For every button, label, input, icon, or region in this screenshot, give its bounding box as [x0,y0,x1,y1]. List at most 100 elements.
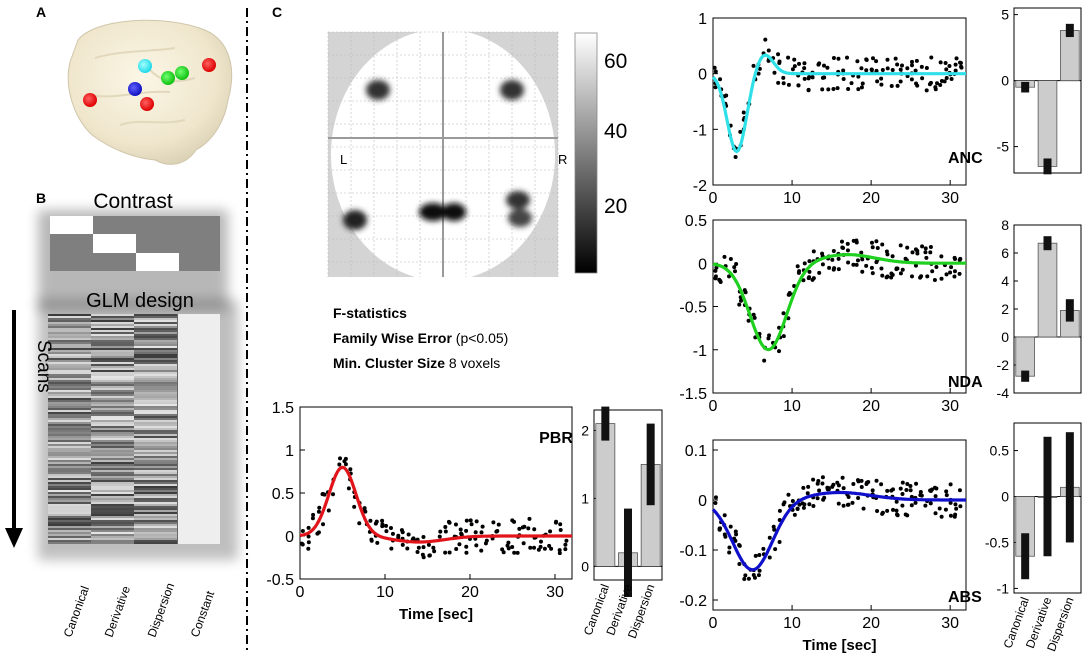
design-stripe [48,354,91,356]
bar-y-tick-label: 0 [1001,329,1009,345]
design-stripe [134,492,177,494]
design-stripe [134,378,177,380]
data-point [300,528,305,533]
design-stripe [48,364,91,366]
data-point [870,488,875,493]
design-stripe [134,520,177,522]
data-point [776,52,781,57]
data-point [802,261,807,266]
design-stripe [134,414,177,416]
x-tick-label: 20 [862,398,880,415]
data-point [728,256,733,261]
colorbar-tick: 40 [604,120,627,143]
design-stripe [48,330,91,332]
design-stripe [134,448,177,450]
data-point [558,527,563,532]
data-point [746,318,751,323]
design-stripe [91,380,134,382]
data-point [713,268,718,273]
design-stripe [134,476,177,478]
design-stripe [91,350,134,352]
design-stripe [91,454,134,456]
data-point [421,534,426,539]
design-stripe [48,400,91,402]
data-point [757,568,762,573]
data-point [454,546,459,551]
data-point [933,494,938,499]
data-point [850,500,855,505]
data-point [733,155,738,160]
data-point [895,513,900,518]
data-point [900,491,905,496]
x-tick-label: 0 [296,584,305,601]
response-label: PBR [539,430,573,447]
y-tick-label: -0.1 [679,543,707,560]
data-point [406,532,411,537]
design-stripe [48,444,91,446]
error-bar [1065,432,1074,543]
data-point [306,540,311,545]
data-point [443,529,448,534]
data-point [776,80,781,85]
data-point [558,522,563,527]
design-stripe [134,504,177,506]
data-point [741,110,746,115]
design-stripe [91,368,134,370]
data-point [880,67,885,72]
data-point [734,261,739,266]
data-point [389,546,394,551]
data-point [908,488,913,493]
design-stripe [134,524,177,526]
design-stripe [91,314,134,316]
data-point [952,274,957,279]
design-stripe [48,416,91,418]
data-point [713,69,718,74]
data-point [846,260,851,265]
design-stripe [134,376,177,378]
design-stripe [48,498,91,500]
data-point [756,71,761,76]
data-point [447,550,452,555]
design-stripe [48,372,91,374]
data-point [944,272,949,277]
data-point [918,275,923,280]
design-stripe [48,452,91,454]
design-stripe [91,358,134,360]
design-stripe [48,454,91,456]
data-point [306,534,311,539]
error-bar [646,423,655,506]
y-tick-label: 0 [285,529,294,546]
design-stripe [134,348,177,350]
bar-y-tick-label: 5 [1001,7,1009,23]
design-stripe [134,394,177,396]
design-stripe [91,414,134,416]
design-stripe [134,440,177,442]
data-point [506,546,511,551]
design-stripe [48,328,91,330]
data-point [801,485,806,490]
design-stripe [91,378,134,380]
data-point [820,75,825,80]
design-stripe [134,434,177,436]
error-bar [1043,436,1052,557]
data-point [316,509,321,514]
bar-y-tick-label: -4 [997,385,1010,401]
design-stripe [91,400,134,402]
data-point [817,270,822,275]
data-point [952,255,957,260]
data-point [457,542,462,547]
data-point [766,48,771,53]
data-point [839,239,844,244]
design-stripe [134,496,177,498]
design-stripe [134,500,177,502]
design-stripe [91,496,134,498]
data-point [733,538,738,543]
design-stripe [48,356,91,358]
design-stripe [48,526,91,528]
error-bar [1043,236,1052,251]
design-stripe [134,478,177,480]
design-stripe [91,498,134,500]
data-point [885,66,890,71]
design-stripe [91,508,134,510]
design-stripe [91,494,134,496]
